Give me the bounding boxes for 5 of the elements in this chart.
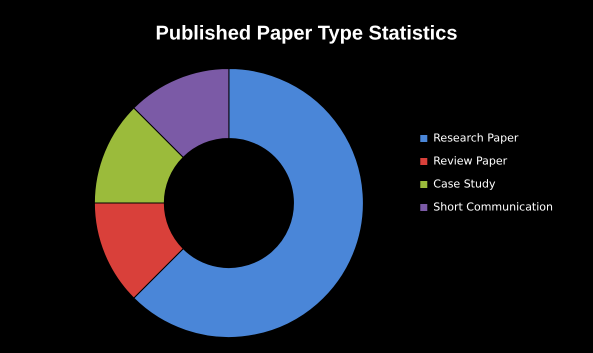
legend-label: Review Paper xyxy=(433,154,508,168)
legend-label: Short Communication xyxy=(433,200,554,214)
legend-label: Research Paper xyxy=(433,131,519,144)
chart-title: Published Paper Type Statistics xyxy=(156,22,458,45)
legend-label: Case Study xyxy=(433,177,496,190)
